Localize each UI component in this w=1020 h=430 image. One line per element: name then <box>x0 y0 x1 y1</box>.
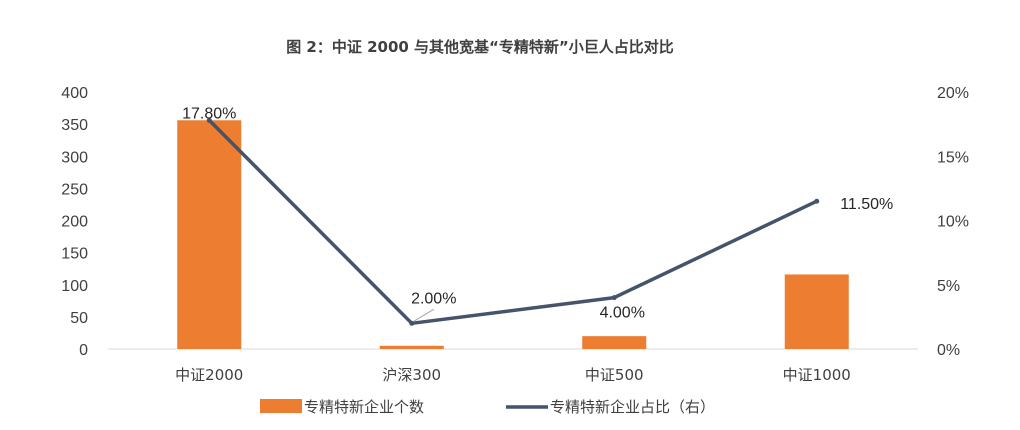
y-right-tick-label: 20% <box>937 85 969 102</box>
legend-label-line: 专精特新企业占比（右） <box>550 398 715 416</box>
chart-title: 图 2：中证 2000 与其他宽基“专精特新”小巨人占比对比 <box>286 38 674 56</box>
data-label: 4.00% <box>600 305 645 322</box>
bar <box>784 274 849 349</box>
x-tick-label: 沪深300 <box>382 366 441 384</box>
y-right-tick-label: 5% <box>937 278 960 295</box>
x-tick-label: 中证500 <box>585 366 644 384</box>
y-left-tick-label: 50 <box>70 310 88 327</box>
x-tick-label: 中证2000 <box>175 366 243 384</box>
line-series <box>206 117 820 326</box>
legend-swatch-bar <box>260 399 302 413</box>
leader-line <box>413 308 435 322</box>
bar <box>379 345 444 349</box>
y-left-tick-label: 300 <box>61 149 88 166</box>
data-label: 11.50% <box>840 196 893 213</box>
y-right-tick-label: 15% <box>937 149 969 166</box>
y-left-tick-label: 0 <box>79 342 88 359</box>
y-right-tick-label: 0% <box>937 342 960 359</box>
bar <box>582 336 647 349</box>
y-left-tick-label: 250 <box>61 181 88 198</box>
line-point <box>611 295 617 301</box>
data-label: 17.80% <box>182 105 236 122</box>
data-labels: 17.80% 2.00% 4.00% 11.50% <box>182 105 893 322</box>
y-left-tick-label: 150 <box>61 246 88 263</box>
x-tick-label: 中证1000 <box>783 366 851 384</box>
line-point <box>409 320 415 326</box>
y-left-tick-label: 350 <box>61 117 88 134</box>
y-left-tick-label: 200 <box>61 214 88 231</box>
bar-series <box>177 120 849 350</box>
y-left-tick-label: 400 <box>61 85 88 102</box>
legend-label-bar: 专精特新企业个数 <box>304 398 424 416</box>
line-point <box>814 198 820 204</box>
y-right-tick-label: 10% <box>937 214 969 231</box>
axes: 0 50 100 150 200 250 300 350 400 0% 5% 10% 15% 20% 中证2… <box>61 85 969 384</box>
y-left-tick-label: 100 <box>61 278 88 295</box>
data-label: 2.00% <box>411 290 456 307</box>
line-path <box>208 119 818 326</box>
legend: 专精特新企业个数 专精特新企业占比（右） <box>260 398 715 416</box>
bar <box>177 120 242 350</box>
line-point <box>206 117 212 123</box>
